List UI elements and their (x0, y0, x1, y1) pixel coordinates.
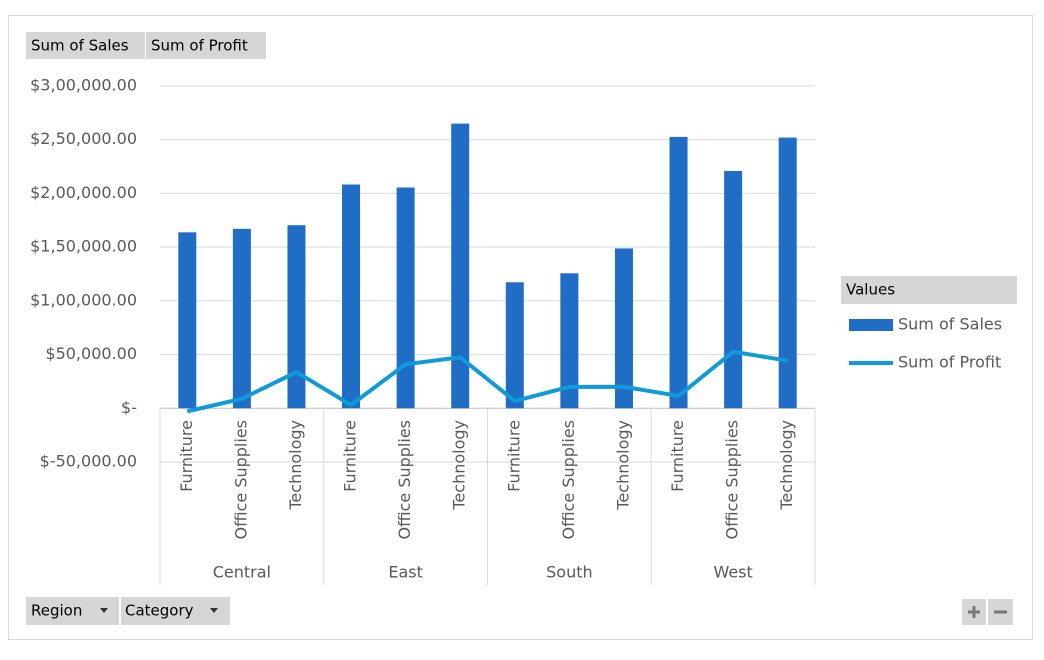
y-tick-label: $- (121, 398, 137, 417)
x-tick-label: Furniture (177, 420, 196, 492)
bar (451, 123, 470, 409)
bar (614, 248, 633, 409)
group-label: West (713, 563, 752, 582)
legend-label: Sum of Sales (898, 315, 1002, 334)
button-label: Sum of Sales (31, 37, 129, 55)
bar (232, 228, 251, 409)
legend-title: Values (846, 281, 895, 299)
y-tick-label: $2,00,000.00 (30, 183, 137, 202)
region-button[interactable]: Region (26, 597, 119, 625)
dropdown-arrow (210, 608, 218, 613)
button-label: Region (31, 602, 82, 620)
legend-title-button: Values (841, 276, 1017, 304)
y-tick-label: $50,000.00 (45, 344, 137, 363)
bar (778, 137, 797, 409)
bar (505, 282, 524, 409)
y-tick-label: $2,50,000.00 (30, 129, 137, 148)
expand-button[interactable] (962, 599, 986, 625)
x-tick-label: Technology (777, 420, 796, 511)
collapse-button[interactable] (988, 599, 1013, 625)
x-tick-label: Furniture (668, 420, 687, 492)
bar (287, 225, 306, 409)
category-button[interactable]: Category (121, 597, 230, 625)
profit-button[interactable]: Sum of Profit (146, 32, 266, 59)
x-tick-label: Office Supplies (559, 420, 578, 539)
dropdown-arrow (100, 608, 108, 613)
bar (669, 136, 688, 409)
x-tick-label: Furniture (341, 420, 360, 492)
sales-button[interactable]: Sum of Sales (26, 32, 145, 59)
x-tick-label: Office Supplies (231, 420, 250, 539)
bar (560, 273, 579, 409)
bar (178, 232, 197, 409)
bar (396, 187, 415, 409)
x-tick-label: Technology (450, 420, 469, 511)
bar (724, 171, 743, 409)
x-tick-label: Furniture (504, 420, 523, 492)
x-tick-label: Office Supplies (723, 420, 742, 539)
y-tick-label: $-50,000.00 (40, 452, 137, 471)
y-tick-label: $3,00,000.00 (30, 76, 137, 95)
y-tick-label: $1,00,000.00 (30, 290, 137, 309)
group-label: East (388, 563, 423, 582)
button-label: Category (125, 602, 194, 620)
legend-swatch (849, 319, 893, 331)
y-tick-label: $1,50,000.00 (30, 237, 137, 256)
bar (342, 184, 361, 409)
x-tick-label: Technology (286, 420, 305, 511)
x-tick-label: Technology (613, 420, 632, 511)
x-tick-label: Office Supplies (395, 420, 414, 539)
line (186, 349, 789, 414)
group-label: Central (213, 563, 271, 582)
legend-label: Sum of Profit (898, 353, 1001, 372)
button-label: Sum of Profit (151, 37, 248, 55)
group-label: South (546, 563, 593, 582)
